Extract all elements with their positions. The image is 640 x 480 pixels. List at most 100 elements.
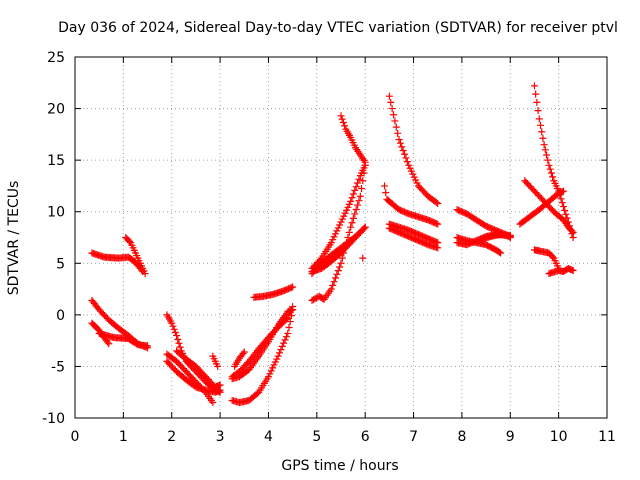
- data-point: [278, 342, 286, 350]
- data-point: [348, 219, 356, 227]
- data-point: [330, 233, 338, 241]
- data-point: [382, 189, 390, 197]
- series-arc-s: [337, 112, 369, 166]
- data-point: [544, 156, 552, 164]
- data-point: [168, 319, 176, 327]
- data-point: [409, 170, 417, 178]
- series-arc-ai: [545, 264, 577, 278]
- data-point: [412, 176, 420, 184]
- data-point: [407, 167, 415, 175]
- data-point: [388, 105, 396, 113]
- data-point: [264, 373, 272, 381]
- data-point: [270, 361, 278, 369]
- data-points: [88, 82, 577, 407]
- data-point: [141, 270, 149, 278]
- series-arc-ad: [477, 230, 514, 244]
- x-tick-label: 3: [216, 429, 225, 445]
- data-point: [549, 173, 557, 181]
- data-point: [401, 150, 409, 158]
- data-point: [395, 136, 403, 144]
- data-point: [334, 224, 342, 232]
- data-point: [266, 370, 274, 378]
- data-point: [530, 82, 538, 90]
- y-tick-label: 15: [47, 153, 65, 169]
- data-point: [361, 158, 369, 166]
- series-arc-y: [385, 220, 442, 247]
- data-point: [282, 333, 290, 341]
- data-point: [286, 318, 294, 326]
- data-point: [341, 122, 349, 130]
- series-arc-x: [385, 197, 442, 228]
- y-axis-ticks: -10 -5 0 5 10 15 20 25: [42, 50, 607, 427]
- data-point: [385, 92, 393, 100]
- data-point: [391, 117, 399, 125]
- data-point: [337, 218, 345, 226]
- data-point: [543, 151, 551, 159]
- series-arc-m: [228, 303, 297, 381]
- series-arc-u: [359, 254, 367, 262]
- y-tick-label: -5: [51, 359, 65, 375]
- series-arc-b: [122, 234, 149, 278]
- data-point: [410, 173, 418, 181]
- data-point: [345, 228, 353, 236]
- data-point: [562, 210, 570, 218]
- data-point: [333, 227, 341, 235]
- y-tick-label: 0: [56, 308, 65, 324]
- x-axis-ticks: 0 1 2 3 4 5 6 7 8 9 10 11: [71, 57, 616, 445]
- data-point: [337, 259, 345, 267]
- data-point: [399, 147, 407, 155]
- data-point: [349, 214, 357, 222]
- data-point: [535, 115, 543, 123]
- chart-title: Day 036 of 2024, Sidereal Day-to-day VTE…: [58, 20, 618, 36]
- plot-frame: [74, 56, 608, 419]
- y-axis-label: SDTVAR / TECUs: [6, 181, 22, 296]
- data-point: [405, 161, 413, 169]
- data-point: [434, 220, 442, 228]
- data-point: [495, 248, 503, 256]
- data-point: [331, 274, 339, 282]
- data-point: [171, 328, 179, 336]
- data-point: [341, 209, 349, 217]
- data-point: [356, 192, 364, 200]
- data-point: [329, 281, 337, 289]
- series-arc-af: [521, 177, 577, 236]
- data-point: [338, 115, 346, 123]
- series-arc-t: [308, 223, 369, 276]
- data-point: [406, 164, 414, 172]
- data-point: [340, 212, 348, 220]
- y-tick-label: 25: [47, 50, 65, 66]
- data-point: [336, 221, 344, 229]
- series-arc-h: [163, 357, 224, 396]
- data-point: [348, 194, 356, 202]
- data-point: [327, 239, 335, 247]
- data-point: [546, 165, 554, 173]
- data-point: [289, 303, 297, 311]
- series-arc-r: [308, 161, 369, 272]
- data-point: [568, 227, 576, 235]
- data-point: [569, 228, 577, 236]
- data-point: [351, 186, 359, 194]
- data-point: [176, 343, 184, 351]
- data-point: [434, 244, 442, 252]
- data-point: [339, 118, 347, 126]
- x-tick-label: 10: [550, 429, 568, 445]
- data-point: [338, 215, 346, 223]
- x-axis-label: GPS time / hours: [281, 458, 398, 474]
- x-tick-label: 4: [264, 429, 273, 445]
- data-point: [273, 355, 281, 363]
- data-point: [209, 399, 217, 407]
- data-point: [276, 349, 284, 357]
- data-point: [434, 199, 442, 207]
- data-point: [558, 199, 566, 207]
- y-tick-label: 20: [47, 102, 65, 118]
- series-arc-p: [308, 161, 369, 304]
- data-point: [545, 161, 553, 169]
- x-tick-label: 7: [409, 429, 418, 445]
- data-point: [338, 254, 346, 262]
- series-arc-e: [95, 329, 152, 350]
- data-point: [334, 267, 342, 275]
- data-point: [534, 107, 542, 115]
- data-point: [394, 129, 402, 137]
- data-point: [330, 278, 338, 286]
- data-point: [557, 195, 565, 203]
